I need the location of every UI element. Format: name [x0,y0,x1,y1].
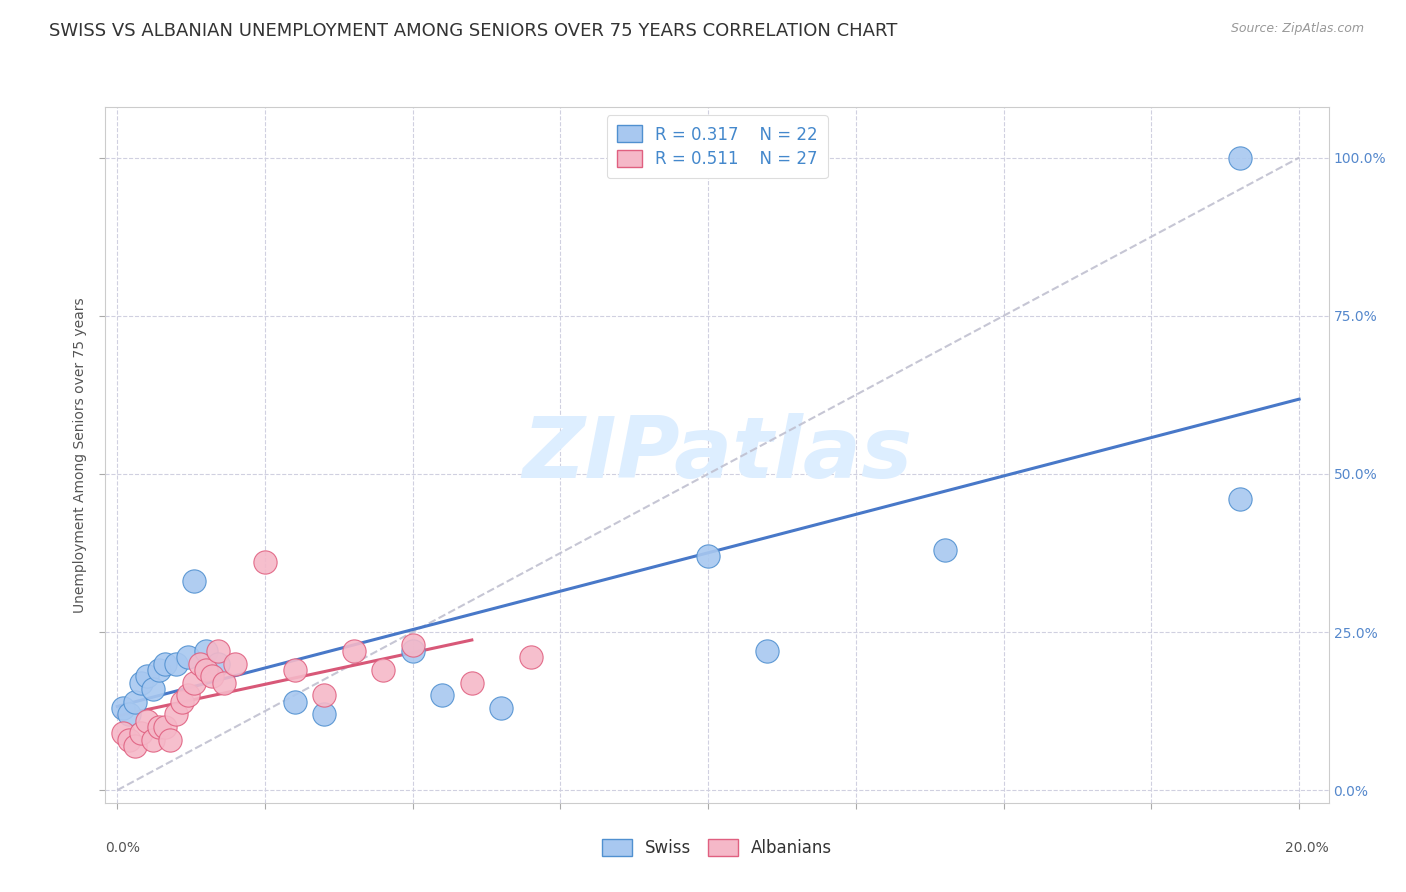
Point [194,663,217,677]
Point [1229,492,1251,507]
Text: SWISS VS ALBANIAN UNEMPLOYMENT AMONG SENIORS OVER 75 YEARS CORRELATION CHART: SWISS VS ALBANIAN UNEMPLOYMENT AMONG SEN… [49,22,897,40]
Point [314,688,336,702]
Point [934,542,956,557]
Point [194,644,217,658]
Point [142,732,165,747]
Point [165,707,187,722]
Legend: Swiss, Albanians: Swiss, Albanians [595,832,839,864]
Point [402,638,425,652]
Point [402,644,425,658]
Point [432,688,454,702]
Point [135,669,157,683]
Point [124,695,146,709]
Point [112,726,135,740]
Text: Source: ZipAtlas.com: Source: ZipAtlas.com [1230,22,1364,36]
Point [159,732,181,747]
Point [183,675,205,690]
Point [142,681,165,696]
Point [207,657,229,671]
Point [283,663,305,677]
Point [183,574,205,589]
Text: 0.0%: 0.0% [105,841,141,855]
Point [212,675,235,690]
Point [201,669,224,683]
Y-axis label: Unemployment Among Seniors over 75 years: Unemployment Among Seniors over 75 years [73,297,87,613]
Text: 20.0%: 20.0% [1285,841,1329,855]
Point [343,644,366,658]
Point [314,707,336,722]
Point [461,675,484,690]
Point [373,663,395,677]
Point [135,714,157,728]
Point [207,644,229,658]
Point [148,720,170,734]
Point [1229,151,1251,165]
Point [697,549,720,563]
Point [520,650,543,665]
Point [129,675,152,690]
Point [118,707,141,722]
Point [129,726,152,740]
Point [224,657,246,671]
Text: ZIPatlas: ZIPatlas [522,413,912,497]
Point [756,644,779,658]
Point [253,556,276,570]
Point [283,695,305,709]
Point [165,657,187,671]
Point [118,732,141,747]
Point [172,695,194,709]
Point [491,701,513,715]
Point [124,739,146,753]
Point [112,701,135,715]
Point [148,663,170,677]
Point [177,650,200,665]
Point [153,720,176,734]
Point [153,657,176,671]
Point [177,688,200,702]
Point [188,657,211,671]
